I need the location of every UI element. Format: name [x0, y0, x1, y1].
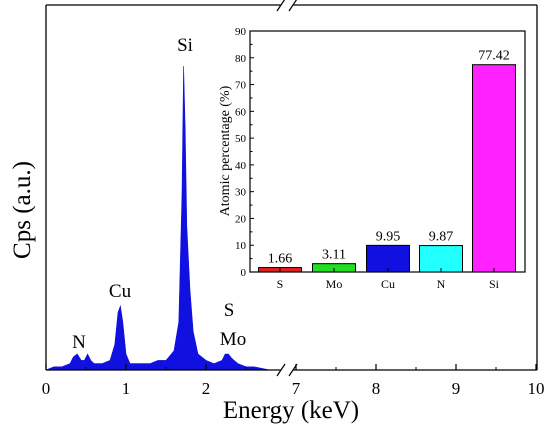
inset-y-tick-label: 20 — [235, 213, 247, 225]
eds-spectrum-plot: 0 1 2 7 8 9 10 Energy (keV) Cps (a.u.) N Cu Si S Mo — [9, 0, 545, 424]
axis-break-mark — [276, 0, 286, 12]
peak-label: Mo — [220, 329, 246, 350]
inset-x-tick-label: N — [437, 277, 446, 291]
inset-y-tick-label: 40 — [235, 160, 247, 172]
axis-break-mark — [288, 0, 298, 12]
x-tick-label: 10 — [528, 379, 545, 398]
peak-label: Si — [177, 35, 193, 56]
bar-n — [419, 245, 463, 273]
inset-y-tick-label: 0 — [241, 267, 247, 279]
spectrum-area — [45, 65, 271, 371]
inset-y-tick-label: 10 — [235, 240, 247, 252]
y-axis-label: Cps (a.u.) — [9, 161, 36, 259]
inset-y-tick-label: 30 — [235, 187, 247, 199]
peak-label: N — [72, 332, 86, 353]
inset-x-tick-label: S — [277, 277, 284, 291]
axis-break-mark — [276, 363, 286, 377]
x-tick-label: 1 — [122, 379, 131, 398]
inset-x-tick-label: Cu — [381, 277, 395, 291]
bar-value-label: 9.87 — [429, 230, 454, 245]
bar-value-label: 1.66 — [268, 252, 293, 267]
inset-x-tick-label: Mo — [326, 277, 343, 291]
inset-y-axis-label: Atomic percentage (%) — [218, 85, 233, 216]
inset-y-tick-label: 60 — [235, 106, 247, 118]
inset-y-tick-label: 70 — [235, 80, 247, 92]
bar-si — [472, 64, 516, 273]
bar-cu — [366, 244, 410, 273]
x-tick-label: 9 — [452, 379, 461, 398]
inset-y-tick-label: 50 — [235, 133, 247, 145]
atomic-percentage-inset: 0 10 20 30 40 50 60 70 80 90 Atomic percentage (%)… — [218, 26, 526, 291]
peak-label: S — [224, 300, 235, 321]
x-tick-label: 8 — [372, 379, 381, 398]
bar-value-label: 77.42 — [478, 49, 510, 64]
inset-x-tick-label: Si — [489, 277, 500, 291]
bar-value-label: 3.11 — [322, 248, 346, 263]
x-axis-label: Energy (keV) — [223, 397, 359, 424]
x-tick-label: 0 — [42, 379, 51, 398]
bar-value-label: 9.95 — [376, 229, 401, 244]
inset-y-tick-label: 80 — [235, 53, 247, 65]
x-tick-label: 2 — [202, 379, 211, 398]
x-tick-label: 7 — [292, 379, 301, 398]
inset-y-tick-label: 90 — [235, 26, 247, 38]
peak-label: Cu — [109, 281, 132, 302]
